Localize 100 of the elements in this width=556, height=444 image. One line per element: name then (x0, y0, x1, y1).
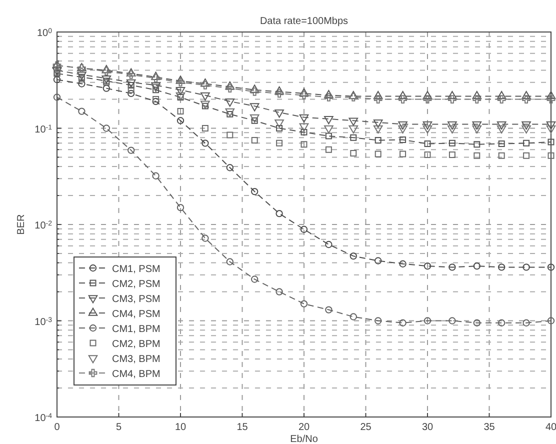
legend-label: CM2, BPM (112, 339, 160, 350)
point (202, 140, 209, 147)
point (201, 81, 210, 90)
point (177, 108, 184, 115)
point (498, 264, 506, 271)
point (400, 150, 406, 158)
point (176, 204, 184, 212)
point (300, 300, 308, 308)
point (448, 125, 457, 134)
point (522, 125, 531, 134)
point (251, 137, 258, 144)
point (498, 140, 505, 147)
point (128, 86, 134, 94)
point (424, 317, 432, 324)
point (324, 125, 334, 134)
point (225, 108, 235, 117)
legend-label: CM3, PSM (112, 294, 160, 305)
point (226, 258, 234, 266)
point (448, 264, 456, 271)
point (275, 89, 284, 98)
point (498, 152, 505, 159)
point (348, 125, 358, 134)
point (350, 134, 357, 141)
y-tick-label: 10$^{-2}$ (34, 220, 52, 232)
point (496, 125, 506, 134)
point (225, 98, 235, 107)
point (546, 95, 556, 104)
point (251, 276, 258, 283)
point (250, 87, 259, 96)
point (472, 95, 482, 104)
legend-label: CM4, BPM (112, 369, 160, 380)
point (78, 80, 86, 88)
chart-title: Data rate=100Mbps (260, 16, 348, 27)
y-tick-label: 10$^{0}$ (36, 28, 52, 39)
point (423, 95, 432, 104)
point (522, 121, 531, 130)
point (299, 88, 309, 96)
point (400, 136, 406, 143)
point (176, 87, 186, 96)
point (324, 116, 334, 124)
point (78, 108, 86, 115)
point (102, 64, 112, 74)
x-tick-label: 10 (174, 422, 186, 433)
point (128, 90, 135, 98)
point (374, 95, 382, 104)
point (225, 81, 235, 90)
point (398, 121, 408, 130)
legend-label: CM1, BPM (112, 324, 160, 335)
point (399, 319, 406, 326)
legend-label: CM4, PSM (112, 309, 160, 320)
point (422, 121, 432, 130)
point (299, 114, 309, 123)
y-tick-label: 10$^{-1}$ (34, 124, 52, 136)
point (472, 90, 482, 100)
point (300, 141, 308, 148)
point (448, 140, 456, 146)
point (250, 114, 260, 123)
point (102, 75, 112, 84)
point (325, 240, 332, 248)
y-axis-title: BER (16, 214, 27, 235)
point (325, 146, 332, 153)
point (424, 140, 431, 147)
point (176, 76, 186, 84)
x-tick-label: 35 (484, 422, 496, 433)
point (496, 90, 506, 100)
point (202, 234, 209, 242)
x-tick-label: 20 (298, 422, 310, 433)
legend-label: CM2, PSM (112, 279, 160, 290)
point (424, 262, 432, 270)
point (276, 210, 283, 218)
point (473, 319, 480, 326)
point (398, 90, 408, 100)
point (448, 317, 456, 324)
point (497, 95, 506, 104)
point (350, 313, 357, 320)
point (498, 319, 506, 326)
point (300, 91, 308, 100)
x-tick-label: 40 (545, 422, 556, 433)
point (226, 84, 234, 92)
x-tick-label: 15 (236, 422, 248, 433)
point (374, 137, 382, 144)
point (448, 152, 456, 158)
point (325, 132, 332, 140)
point (448, 90, 457, 100)
point (200, 92, 210, 101)
x-tick-label: 30 (422, 422, 434, 433)
point (523, 152, 530, 159)
point (522, 90, 531, 100)
point (374, 150, 382, 158)
point (226, 164, 234, 172)
point (422, 90, 432, 100)
legend-label: CM1, PSM (112, 264, 160, 275)
point (548, 138, 554, 146)
point (448, 95, 456, 104)
point (126, 70, 136, 79)
point (324, 93, 333, 102)
point (374, 257, 382, 264)
point (152, 172, 160, 180)
point (348, 90, 358, 100)
point (126, 68, 136, 76)
